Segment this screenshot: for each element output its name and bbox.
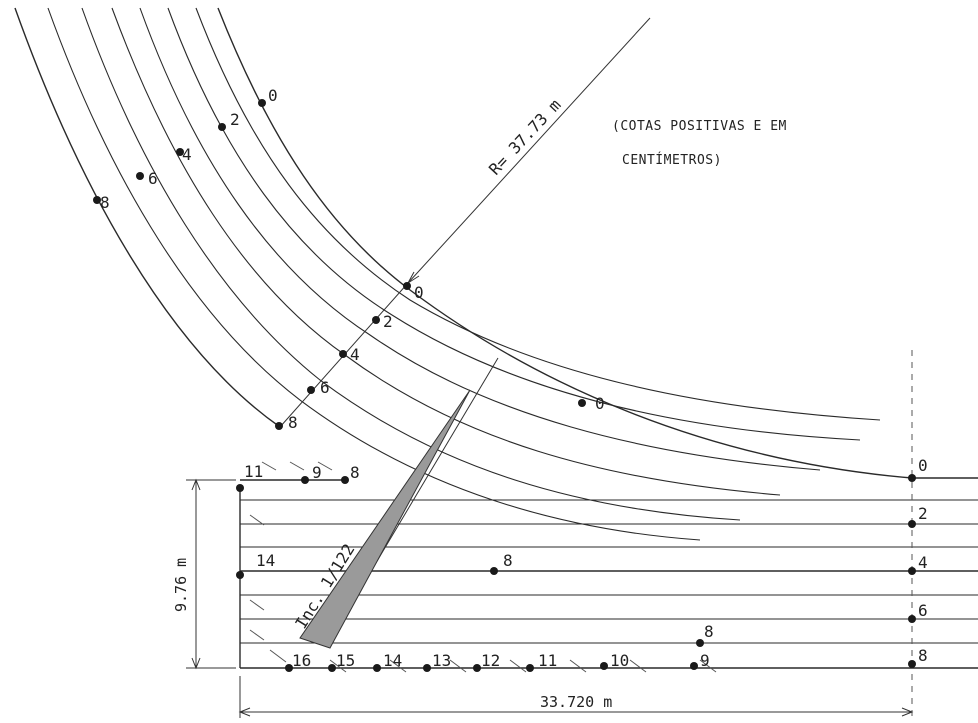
label-left-14: 14: [256, 551, 275, 570]
label-arc-mid-4: 4: [350, 345, 360, 364]
label-arc-mid-6: 6: [320, 378, 330, 397]
note-line-2: CENTÍMETROS): [622, 152, 722, 168]
elevation-points: [93, 99, 916, 672]
bottom-row-labels: 16 15 14 13 12 11 10 9: [292, 651, 710, 670]
height-dimension-label: 9.76 m: [172, 558, 190, 612]
label-arc-mid-0: 0: [414, 283, 424, 302]
label-arc-mid-8: 8: [288, 413, 298, 432]
width-dimension-label: 33.720 m: [540, 693, 612, 711]
arc-top-labels: 0 2 4 6 8: [100, 86, 278, 212]
label-bottom-10: 10: [610, 651, 629, 670]
label-right-8: 8: [918, 646, 928, 665]
label-lower-8: 8: [704, 622, 714, 641]
height-dimension: [186, 478, 236, 670]
label-bottom-9: 9: [700, 651, 710, 670]
radius-leader: [407, 17, 651, 284]
width-dimension: [238, 676, 914, 718]
label-top-8: 8: [350, 463, 360, 482]
hatch-marks: [249, 461, 717, 673]
radius-label: R= 37.73 m: [485, 95, 565, 178]
curved-contour-lines: [14, 7, 978, 541]
label-arc-mid-2: 2: [383, 312, 393, 331]
arc-mid-labels: 0 2 4 6 8 0: [288, 283, 605, 432]
label-right-0: 0: [918, 456, 928, 475]
incline-wedge: [299, 389, 471, 649]
label-right-6: 6: [918, 601, 928, 620]
label-bottom-13: 13: [432, 651, 451, 670]
label-arc-top-4: 4: [182, 145, 192, 164]
label-right-2: 2: [918, 504, 928, 523]
label-bottom-14: 14: [383, 651, 402, 670]
right-edge-labels: 0 2 4 6 8: [918, 456, 928, 665]
plan-labels: 11 9 8 14 8 8: [244, 462, 714, 641]
label-arc-top-0: 0: [268, 86, 278, 105]
label-bottom-15: 15: [336, 651, 355, 670]
note-line-1: (COTAS POSITIVAS E EM: [612, 119, 787, 134]
label-arc-top-8: 8: [100, 193, 110, 212]
label-bottom-16: 16: [292, 651, 311, 670]
label-top-11: 11: [244, 462, 263, 481]
label-center-8: 8: [503, 551, 513, 570]
label-arc-top-2: 2: [230, 110, 240, 129]
label-arc-top-6: 6: [148, 169, 158, 188]
label-right-4: 4: [918, 553, 928, 572]
label-bottom-12: 12: [481, 651, 500, 670]
label-arc-outer-0: 0: [595, 394, 605, 413]
label-top-9: 9: [312, 463, 322, 482]
label-bottom-11: 11: [538, 651, 557, 670]
